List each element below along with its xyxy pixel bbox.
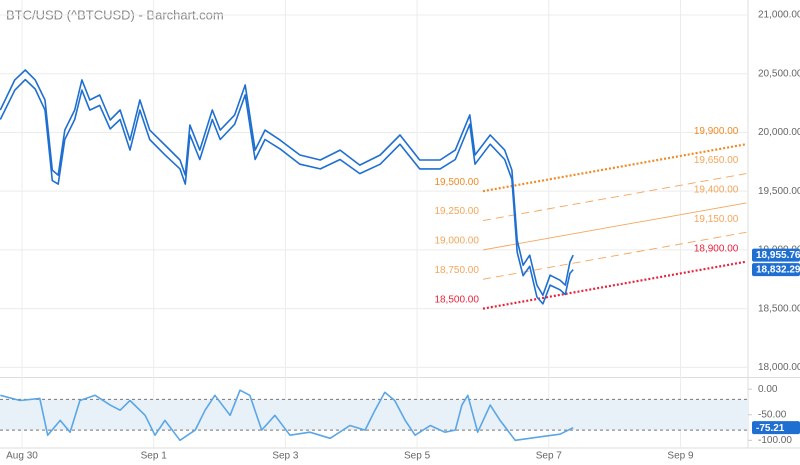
price-tag-label: -75.21	[756, 423, 785, 434]
channel-line	[482, 173, 747, 221]
channel-label: 19,400.00	[694, 185, 739, 196]
y-tick-label: 21,000.00	[758, 10, 800, 21]
series-line	[0, 389, 574, 442]
channel-label: 18,750.00	[434, 265, 479, 276]
y-tick-label: 18,000.00	[758, 362, 800, 373]
series-line	[0, 78, 574, 305]
channel-label: 18,500.00	[434, 294, 479, 305]
channel-label: 19,900.00	[694, 126, 739, 137]
band-area	[0, 399, 748, 431]
y-tick-label: 20,500.00	[758, 68, 800, 79]
channel-line	[482, 143, 747, 193]
price-tag	[752, 421, 800, 435]
y-tick-label: 0.00	[758, 384, 778, 395]
x-tick-label: Aug 30	[6, 451, 38, 462]
channel-label: 19,000.00	[434, 236, 479, 247]
price-tag	[752, 263, 800, 277]
x-tick-label: Sep 3	[272, 451, 299, 462]
x-tick-label: Sep 7	[536, 451, 563, 462]
price-tag-label: 18,832.29	[756, 265, 800, 276]
channel-label: 19,250.00	[434, 206, 479, 217]
y-tick-label: -100.00	[758, 435, 792, 446]
series-line	[0, 69, 574, 296]
y-tick-label: 18,500.00	[758, 303, 800, 314]
x-tick-label: Sep 5	[404, 451, 431, 462]
y-tick-label: -50.00	[758, 409, 787, 420]
x-tick-label: Sep 9	[667, 451, 694, 462]
channel-line	[482, 260, 747, 310]
price-tag-label: 18,955.76	[756, 250, 800, 261]
channel-label: 19,500.00	[434, 177, 479, 188]
channel-label: 18,900.00	[694, 243, 739, 254]
x-tick-label: Sep 1	[141, 451, 168, 462]
price-tag	[752, 248, 800, 262]
y-tick-label: 19,500.00	[758, 186, 800, 197]
y-tick-label: 20,000.00	[758, 127, 800, 138]
channel-line	[482, 202, 747, 251]
channel-label: 19,650.00	[694, 155, 739, 166]
channel-label: 19,150.00	[694, 214, 739, 225]
